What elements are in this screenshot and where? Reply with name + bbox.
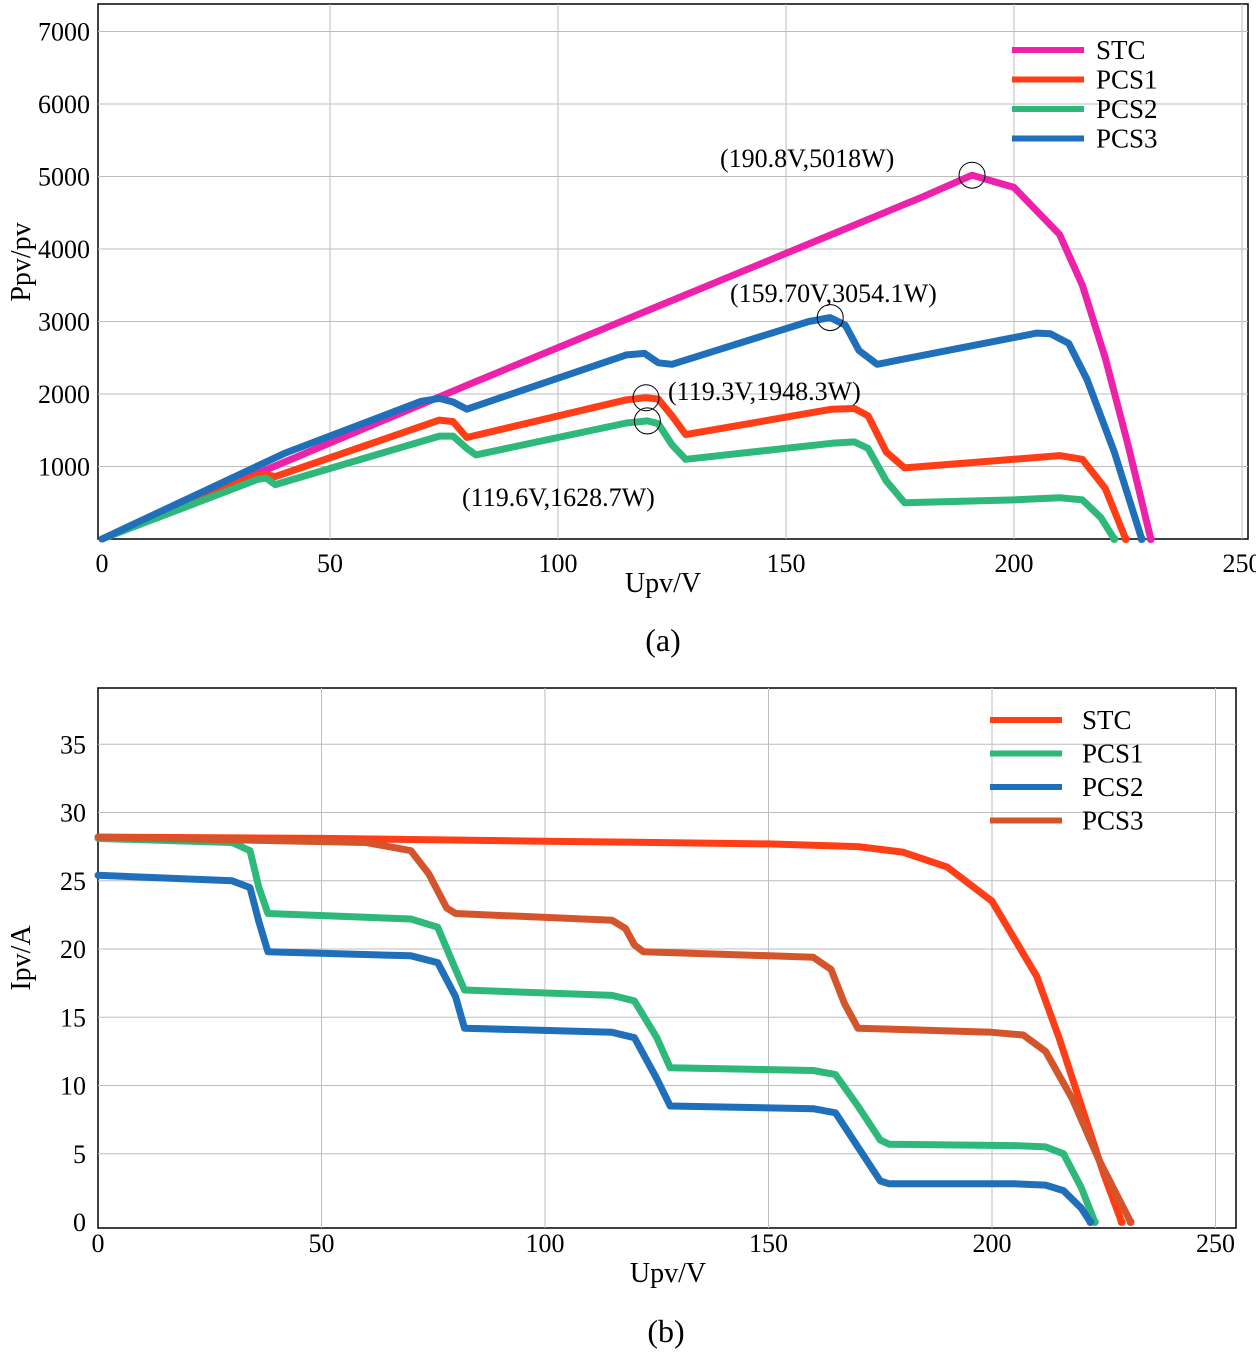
- panel-label: (b): [647, 1313, 684, 1349]
- annotation-label: (190.8V,5018W): [720, 144, 894, 173]
- series-endpoint: [1110, 535, 1118, 543]
- series-endpoint: [1127, 1218, 1135, 1226]
- y-tick-label: 30: [60, 799, 86, 828]
- x-tick-label: 0: [92, 1229, 105, 1258]
- plot-frame: [98, 688, 1236, 1228]
- y-tick-label: 20: [60, 935, 86, 964]
- y-tick-label: 3000: [38, 308, 90, 337]
- legend-label: PCS1: [1082, 739, 1144, 769]
- tick-labels: 0 50 100 150 200 250 0 5 10 15 20 25 30 35: [60, 730, 1235, 1258]
- y-tick-label: 2000: [38, 380, 90, 409]
- y-tick-label: 35: [60, 730, 86, 759]
- x-tick-label: 150: [767, 549, 806, 578]
- y-tick-label: 25: [60, 867, 86, 896]
- y-tick-label: 10: [60, 1072, 86, 1101]
- legend-label: STC: [1082, 705, 1132, 735]
- y-tick-label: 15: [60, 1003, 86, 1032]
- series-endpoint: [1086, 1218, 1094, 1226]
- series-line-pcs2: [102, 421, 1114, 539]
- x-tick-label: 0: [96, 549, 109, 578]
- x-axis-label: Upv/V: [625, 568, 701, 599]
- y-tick-label: 4000: [38, 235, 90, 264]
- y-tick-label: 6000: [38, 90, 90, 119]
- y-axis-label: Ppv/pv: [6, 222, 37, 301]
- y-tick-label: 7000: [38, 18, 90, 47]
- panel-label: (a): [645, 622, 681, 658]
- x-tick-label: 250: [1196, 1229, 1235, 1258]
- y-tick-label: 0: [73, 1208, 86, 1237]
- series-line-pcs2: [98, 875, 1090, 1222]
- y-axis-label: Ipv/A: [6, 925, 37, 991]
- series-endpoint: [1118, 1218, 1126, 1226]
- x-tick-label: 50: [317, 549, 343, 578]
- legend-label: PCS2: [1096, 94, 1158, 124]
- x-tick-label: 100: [526, 1229, 565, 1258]
- x-tick-label: 150: [749, 1229, 788, 1258]
- annotation-label: (159.70V,3054.1W): [730, 279, 937, 308]
- series-layer: [98, 837, 1135, 1226]
- x-tick-label: 250: [1223, 549, 1256, 578]
- legend-label: PCS3: [1096, 124, 1158, 154]
- annotation-label: (119.3V,1948.3W): [668, 377, 861, 406]
- x-axis-label: Upv/V: [630, 1258, 706, 1289]
- series-endpoint: [1147, 535, 1155, 543]
- legend-label: STC: [1096, 35, 1146, 65]
- y-tick-label: 5000: [38, 163, 90, 192]
- series-endpoint: [1122, 535, 1130, 543]
- legend-label: PCS3: [1082, 806, 1144, 836]
- y-tick-label: 1000: [38, 453, 90, 482]
- grid: [98, 688, 1236, 1228]
- series-endpoint: [1138, 535, 1146, 543]
- legend-label: PCS1: [1096, 65, 1158, 95]
- x-tick-label: 100: [539, 549, 578, 578]
- power-voltage-chart: 0 50 100 150 200 250 1000 2000 3000 4000 5000 6000 7…: [6, 4, 1256, 658]
- legend-label: PCS2: [1082, 772, 1144, 802]
- x-tick-label: 200: [995, 549, 1034, 578]
- x-tick-label: 200: [973, 1229, 1012, 1258]
- x-tick-label: 50: [309, 1229, 335, 1258]
- annotation-label: (119.6V,1628.7W): [462, 483, 655, 512]
- y-tick-label: 5: [73, 1140, 86, 1169]
